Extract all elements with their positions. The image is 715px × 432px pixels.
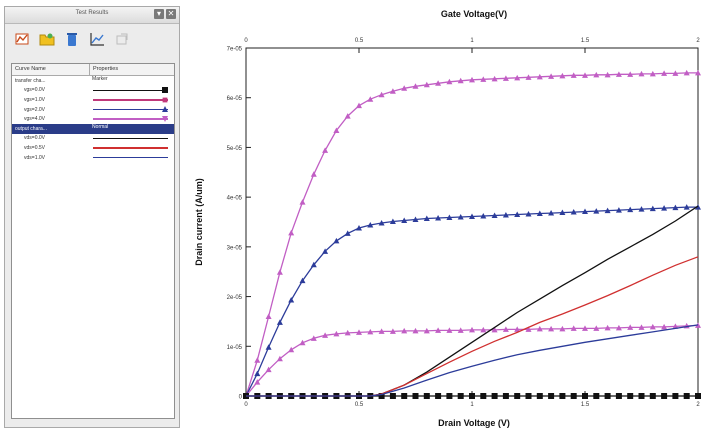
y-tick-label: 7e-05 [227,47,243,53]
data-point [571,393,577,399]
data-point [695,393,701,399]
data-point [492,393,498,399]
data-point [559,393,565,399]
delete-icon[interactable] [64,31,80,47]
data-point [684,393,690,399]
data-point [605,393,611,399]
group-property: Normal [89,124,174,134]
square-marker-icon [162,87,168,93]
curve-style [89,153,174,163]
x-tick-label: 0.5 [355,402,364,408]
data-point [526,393,532,399]
data-point [480,393,486,399]
close-icon[interactable]: ✕ [166,9,176,19]
curve-name: vgs=4.0V [12,116,89,122]
top-tick-label: 1.5 [581,38,590,44]
triangle-marker-icon [162,116,168,122]
open-folder-icon[interactable] [39,31,55,47]
panel-title: Test Results [5,10,179,16]
curve-row[interactable]: vds=0.0V [12,134,174,144]
data-point [424,393,430,399]
data-point [661,393,667,399]
curve-style [89,114,174,124]
data-point [413,393,419,399]
y-tick-label: 5e-05 [227,146,243,152]
curve-row[interactable]: vgs=0.0V [12,86,174,96]
export-icon[interactable] [114,31,130,47]
chart-icon[interactable] [89,31,105,47]
curve-name: vgs=0.0V [12,87,89,93]
y-tick-label: 2e-05 [227,295,243,301]
triangle-marker-icon [162,106,168,112]
data-point [537,393,543,399]
curve-row[interactable]: vds=0.5V [12,143,174,153]
data-point [446,393,452,399]
data-point [390,393,396,399]
curve-row[interactable]: vgs=2.0V [12,105,174,115]
top-axis-label: Gate Voltage(V) [441,9,507,19]
column-header-curve-name[interactable]: Curve Name [12,64,90,75]
panel-toolbar [5,24,179,54]
data-point [503,393,509,399]
data-point [593,393,599,399]
curve-style [89,105,174,115]
curve-row[interactable]: vds=1.0V [12,153,174,163]
data-point [639,393,645,399]
data-point [548,393,554,399]
curve-name: vgs=1.0V [12,97,89,103]
curve-list-header: Curve Name Properties [12,64,174,76]
curve-style [89,95,174,105]
data-point [616,393,622,399]
group-name: output chara... [12,126,89,132]
curve-list: Curve Name Properties transfer cha... Ma… [11,63,175,419]
data-point [435,393,441,399]
curve-name: vgs=2.0V [12,107,89,113]
curve-row[interactable]: vgs=1.0V [12,95,174,105]
panel-title-bar: Test Results ▾ ✕ [5,7,179,24]
data-point [672,393,678,399]
x-axis-label: Drain Voltage (V) [438,418,510,428]
group-property: Marker [89,76,174,86]
data-point [582,393,588,399]
test-results-panel: Test Results ▾ ✕ Curve Name Properties t [4,6,180,428]
curve-row[interactable]: vgs=4.0V [12,114,174,124]
group-row-output[interactable]: output chara... Normal [12,124,174,134]
column-header-properties[interactable]: Properties [90,64,118,75]
new-plot-icon[interactable] [14,31,30,47]
curve-style [89,134,174,144]
group-row-transfer[interactable]: transfer cha... Marker [12,76,174,86]
curve-name: vds=0.5V [12,145,89,151]
data-point [627,393,633,399]
y-tick-label: 4e-05 [227,196,243,202]
y-tick-label: 6e-05 [227,96,243,102]
group-name: transfer cha... [12,78,89,84]
data-point [458,393,464,399]
y-axis-label: Drain current (A/um) [194,178,204,266]
curve-style [89,143,174,153]
square-marker-icon [163,97,168,102]
data-point [401,393,407,399]
curve-style [89,86,174,96]
data-point [650,393,656,399]
x-tick-label: 1.5 [581,402,590,408]
panel-menu-icon[interactable]: ▾ [154,9,164,19]
top-tick-label: 0.5 [355,38,364,44]
data-point [514,393,520,399]
data-point [469,393,475,399]
curve-name: vds=0.0V [12,135,89,141]
curve-name: vds=1.0V [12,155,89,161]
y-tick-label: 1e-05 [227,345,243,351]
y-tick-label: 3e-05 [227,245,243,251]
iv-curve-plot[interactable]: Gate Voltage(V) 0 0.5 1 1.5 2 0 1e-05 2e-05 3e-… [190,4,713,430]
